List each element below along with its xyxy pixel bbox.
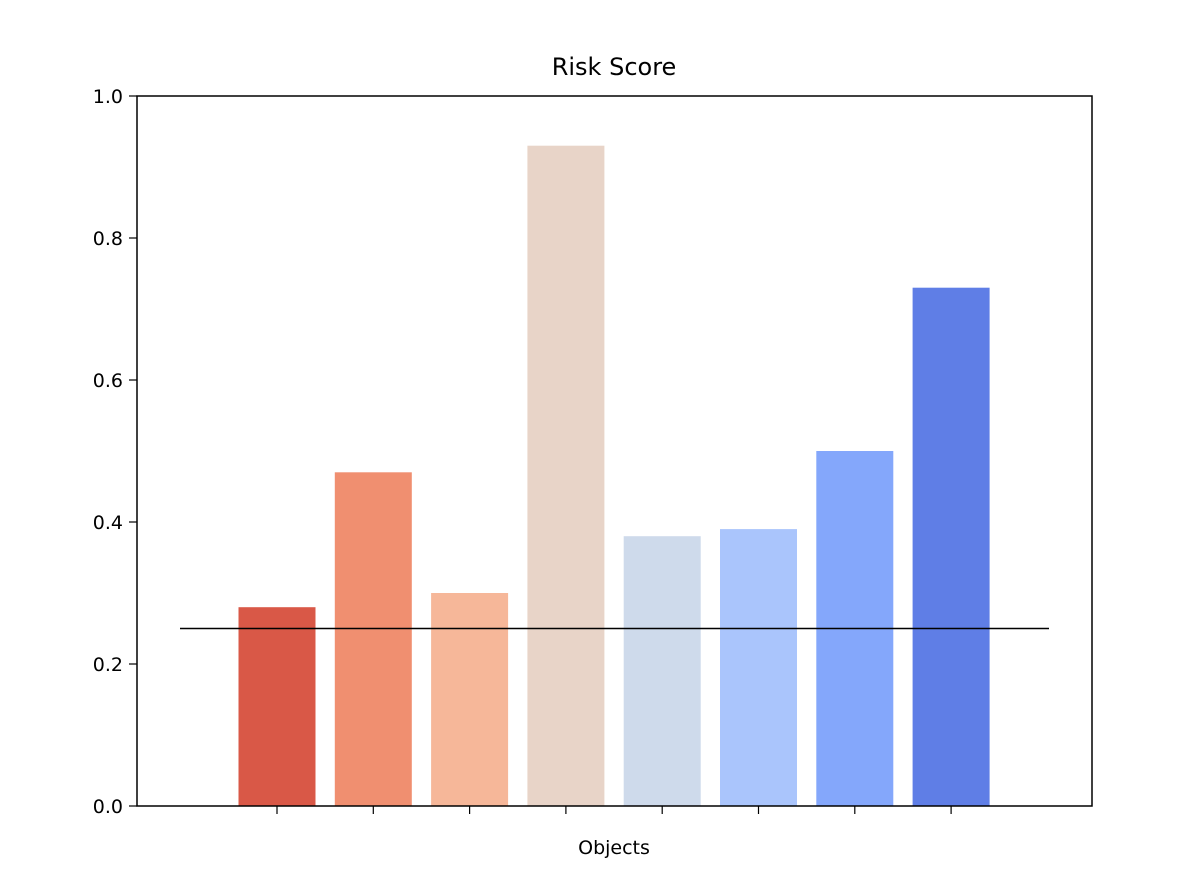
bars-layer	[238, 145, 990, 806]
bar-3	[431, 593, 509, 806]
y-tick-label-0: 0.0	[93, 796, 123, 818]
x-axis	[276, 806, 952, 814]
y-axis: 0.0 0.2 0.4 0.6 0.8 1.0	[93, 86, 137, 818]
y-tick-label-1: 0.2	[93, 654, 123, 676]
bar-2	[334, 472, 412, 806]
bar-8	[912, 287, 990, 806]
y-tick-label-2: 0.4	[93, 512, 123, 534]
chart-title: Risk Score	[552, 53, 677, 81]
bar-1	[238, 607, 316, 806]
bar-6	[720, 529, 797, 806]
plot-frame	[136, 95, 1093, 807]
y-tick-label-3: 0.6	[93, 370, 123, 392]
y-tick-label-4: 0.8	[93, 228, 123, 250]
bar-4	[527, 145, 605, 806]
y-tick-label-5: 1.0	[93, 86, 123, 108]
bar-5	[623, 536, 701, 806]
x-axis-label: Objects	[578, 837, 650, 859]
